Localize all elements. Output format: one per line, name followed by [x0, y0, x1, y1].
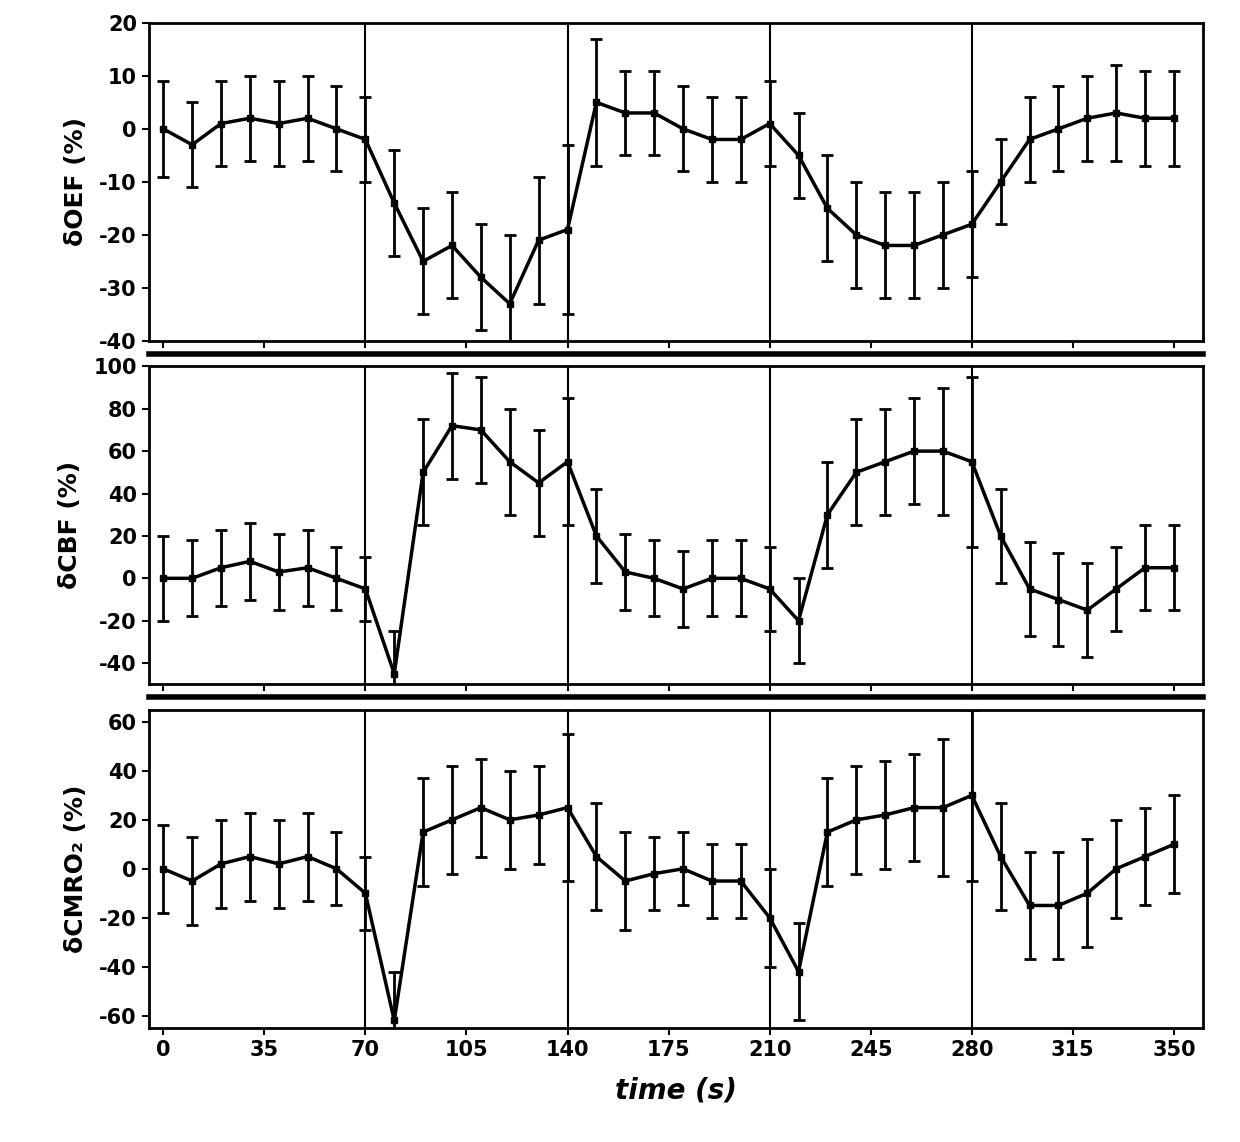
Y-axis label: δOEF (%): δOEF (%) — [64, 118, 88, 247]
Y-axis label: δCMRO₂ (%): δCMRO₂ (%) — [64, 785, 88, 952]
X-axis label: time (s): time (s) — [615, 1076, 737, 1104]
Y-axis label: δCBF (%): δCBF (%) — [58, 461, 82, 589]
